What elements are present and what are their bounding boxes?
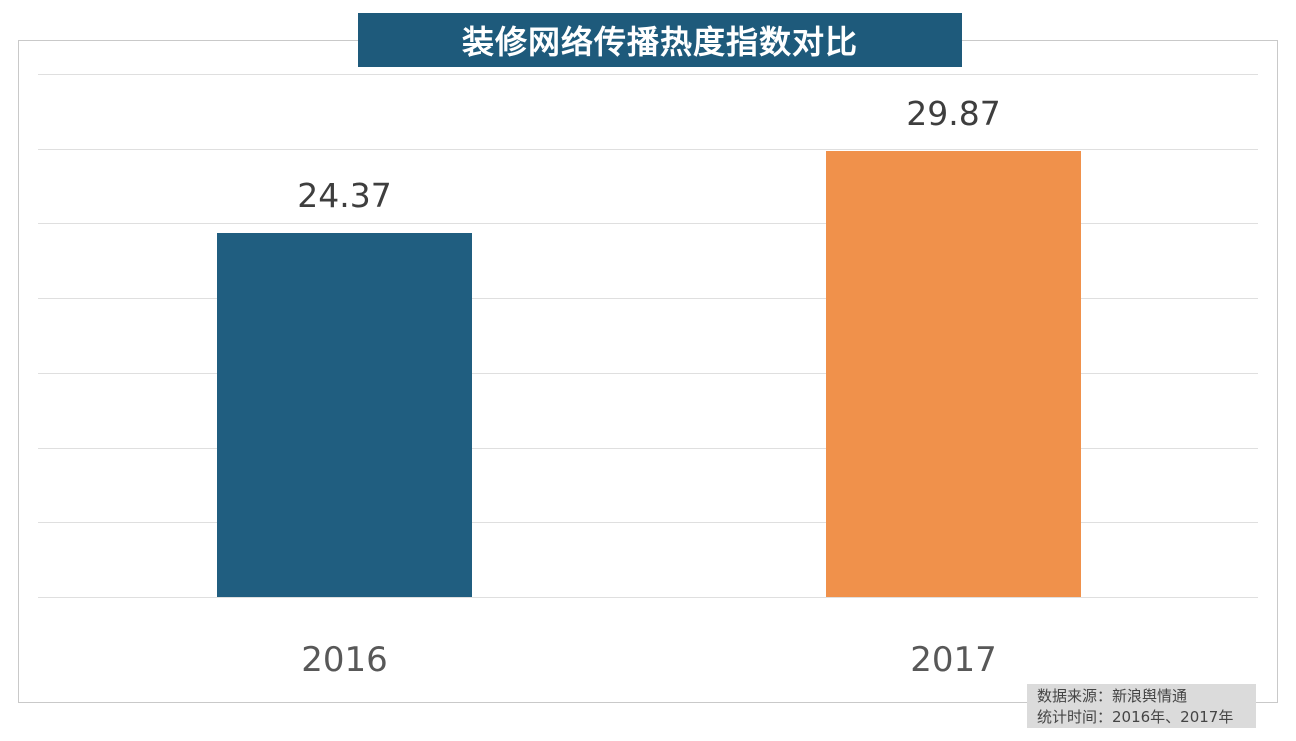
source-note-line2: 统计时间：2016年、2017年 xyxy=(1037,708,1234,726)
gridline xyxy=(38,373,1258,374)
gridline xyxy=(38,522,1258,523)
source-note-line1: 数据来源：新浪舆情通 xyxy=(1037,687,1188,705)
bar-2017 xyxy=(826,151,1081,597)
chart-title-banner: 装修网络传播热度指数对比 xyxy=(358,13,962,67)
gridline xyxy=(38,298,1258,299)
value-label-2016: 24.37 xyxy=(297,176,392,215)
x-tick-2016: 2016 xyxy=(301,640,388,680)
x-tick-2017: 2017 xyxy=(910,640,997,680)
plot-border xyxy=(18,40,1278,703)
gridline xyxy=(38,448,1258,449)
gridline xyxy=(38,223,1258,224)
chart-title: 装修网络传播热度指数对比 xyxy=(461,23,858,61)
source-note: 数据来源：新浪舆情通 统计时间：2016年、2017年 xyxy=(1027,684,1256,728)
bar-2016 xyxy=(217,233,472,597)
value-label-2017: 29.87 xyxy=(906,94,1001,133)
gridline xyxy=(38,597,1258,598)
gridline xyxy=(38,74,1258,75)
gridline xyxy=(38,149,1258,150)
